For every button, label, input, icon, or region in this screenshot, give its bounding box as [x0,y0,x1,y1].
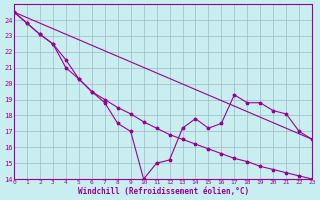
X-axis label: Windchill (Refroidissement éolien,°C): Windchill (Refroidissement éolien,°C) [77,187,249,196]
